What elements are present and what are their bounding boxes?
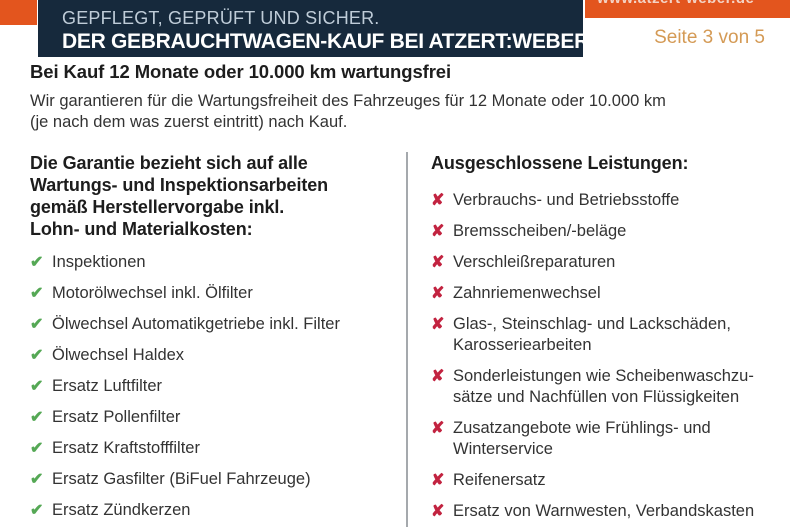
check-icon: ✔ <box>30 316 44 333</box>
included-heading: Die Garantie bezieht sich auf alle Wartu… <box>30 153 329 239</box>
included-item-label: Ersatz Zündkerzen <box>52 501 191 519</box>
check-icon: ✔ <box>30 502 44 519</box>
included-list-item: ✔ Ersatz Pollenfilter <box>30 407 396 428</box>
intro-section: Bei Kauf 12 Monate oder 10.000 km wartun… <box>30 60 760 133</box>
included-item-label: Ersatz Gasfilter (BiFuel Fahrzeuge) <box>52 470 311 488</box>
excluded-list-item: ✘ Zusatzangebote wie Frühlings- und Wint… <box>431 418 779 460</box>
website-url-cutoff: www.atzert-weber.de <box>597 0 754 7</box>
included-item-label: Ersatz Luftfilter <box>52 377 163 395</box>
cross-icon: ✘ <box>431 223 445 240</box>
header-title: DER GEBRAUCHTWAGEN-KAUF BEI ATZERT:WEBER <box>62 30 589 53</box>
excluded-list-item: ✘ Verschleißreparaturen <box>431 252 779 273</box>
included-list-item: ✔ Ersatz Zündkerzen <box>30 500 396 521</box>
website-strip: www.atzert-weber.de <box>585 0 790 18</box>
included-item-label: Ölwechsel Haldex <box>52 346 185 364</box>
cross-icon: ✘ <box>431 285 445 302</box>
excluded-item-label: Reifenersatz <box>453 471 546 489</box>
check-icon: ✔ <box>30 347 44 364</box>
check-icon: ✔ <box>30 378 44 395</box>
included-item-label: Inspektionen <box>52 253 146 271</box>
cross-icon: ✘ <box>431 254 445 271</box>
excluded-item-label: Verschleißreparaturen <box>453 253 616 271</box>
cross-icon: ✘ <box>431 503 445 520</box>
included-item-label: Ersatz Kraftstofffilter <box>52 439 200 457</box>
excluded-item-label: Sonderleistungen wie Scheibenwaschzu- sä… <box>453 367 754 406</box>
excluded-item-label: Ersatz von Warnwesten, Verbandskasten <box>453 502 755 520</box>
excluded-item-label: Verbrauchs- und Betriebsstoffe <box>453 191 680 209</box>
intro-heading: Bei Kauf 12 Monate oder 10.000 km wartun… <box>30 61 452 82</box>
included-item-label: Ölwechsel Automatikgetriebe inkl. Filter <box>52 315 340 333</box>
included-list-item: ✔ Ölwechsel Haldex <box>30 345 396 366</box>
excluded-item-label: Bremsscheiben/-beläge <box>453 222 627 240</box>
excluded-heading: Ausgeschlossene Leistungen: <box>431 153 689 173</box>
cross-icon: ✘ <box>431 368 445 385</box>
excluded-list-item: ✘ Ersatz von Warnwesten, Verbandskasten <box>431 501 779 522</box>
included-item-label: Ersatz Pollenfilter <box>52 408 181 426</box>
included-column: Die Garantie bezieht sich auf alle Wartu… <box>30 152 396 527</box>
header-banner: GEPFLEGT, GEPRÜFT UND SICHER. DER GEBRAU… <box>38 0 589 57</box>
cross-icon: ✘ <box>431 192 445 209</box>
included-list-item: ✔ Motorölwechsel inkl. Ölfilter <box>30 283 396 304</box>
page-indicator: Seite 3 von 5 <box>654 27 765 48</box>
cross-icon: ✘ <box>431 472 445 489</box>
included-list: ✔ Inspektionen ✔ Motorölwechsel inkl. Öl… <box>30 252 396 521</box>
excluded-item-label: Glas-, Steinschlag- und Lackschäden, Kar… <box>453 315 731 354</box>
intro-body: Wir garantieren für die Wartungsfreiheit… <box>30 92 666 131</box>
excluded-item-label: Zusatzangebote wie Frühlings- und Winter… <box>453 419 711 458</box>
included-list-item: ✔ Ersatz Gasfilter (BiFuel Fahrzeuge) <box>30 469 396 490</box>
excluded-list-item: ✘ Sonderleistungen wie Scheibenwaschzu- … <box>431 366 779 408</box>
included-list-item: ✔ Ersatz Luftfilter <box>30 376 396 397</box>
check-icon: ✔ <box>30 409 44 426</box>
excluded-list-item: ✘ Verbrauchs- und Betriebsstoffe <box>431 190 779 211</box>
excluded-column: Ausgeschlossene Leistungen: ✘ Verbrauchs… <box>431 152 779 527</box>
excluded-item-label: Zahnriemenwechsel <box>453 284 601 302</box>
cross-icon: ✘ <box>431 316 445 333</box>
header-tagline: GEPFLEGT, GEPRÜFT UND SICHER. <box>62 8 380 28</box>
included-item-label: Motorölwechsel inkl. Ölfilter <box>52 284 253 302</box>
included-list-item: ✔ Ersatz Kraftstofffilter <box>30 438 396 459</box>
check-icon: ✔ <box>30 285 44 302</box>
orange-corner-block <box>0 0 37 25</box>
excluded-list-item: ✘ Glas-, Steinschlag- und Lackschäden, K… <box>431 314 779 356</box>
excluded-list: ✘ Verbrauchs- und Betriebsstoffe ✘ Brems… <box>431 190 779 522</box>
excluded-list-item: ✘ Reifenersatz <box>431 470 779 491</box>
check-icon: ✔ <box>30 471 44 488</box>
included-list-item: ✔ Inspektionen <box>30 252 396 273</box>
excluded-list-item: ✘ Bremsscheiben/-beläge <box>431 221 779 242</box>
cross-icon: ✘ <box>431 420 445 437</box>
excluded-list-item: ✘ Zahnriemenwechsel <box>431 283 779 304</box>
included-list-item: ✔ Ölwechsel Automatikgetriebe inkl. Filt… <box>30 314 396 335</box>
column-divider <box>406 152 408 527</box>
check-icon: ✔ <box>30 440 44 457</box>
check-icon: ✔ <box>30 254 44 271</box>
